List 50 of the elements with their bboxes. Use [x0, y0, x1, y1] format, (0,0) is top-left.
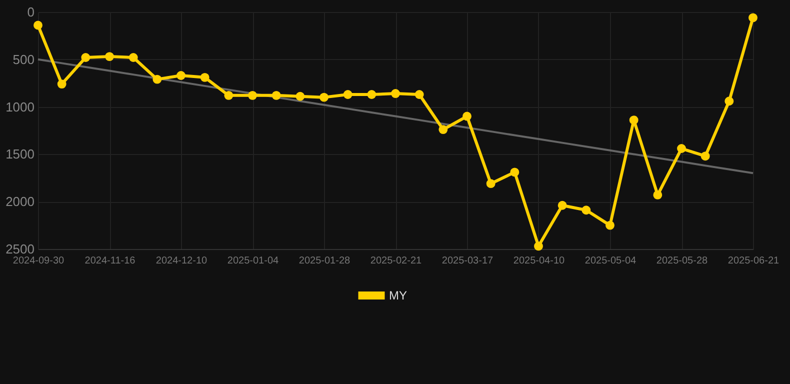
- point: [34, 20, 42, 30]
- point: [677, 144, 686, 153]
- point: [320, 92, 328, 102]
- point: [629, 116, 638, 125]
- point: [462, 112, 472, 121]
- point: [534, 242, 543, 251]
- point: [486, 179, 496, 188]
- x-tick-label: 2025-04-10: [513, 256, 566, 266]
- point: [296, 92, 305, 101]
- point: [152, 74, 162, 84]
- x-tick-label: 2024-11-16: [84, 256, 136, 266]
- point: [653, 190, 662, 200]
- point: [200, 72, 210, 82]
- point: [224, 90, 234, 100]
- x-tick-label: 2025-03-17: [442, 256, 494, 266]
- x-tick-label: 2025-01-04: [227, 256, 280, 266]
- point: [582, 206, 591, 215]
- point: [248, 90, 257, 100]
- point: [391, 89, 400, 98]
- y-tick-label: 0: [27, 4, 34, 20]
- x-tick-label: 2025-02-21: [370, 256, 422, 266]
- y-tick-label: 1000: [6, 99, 34, 114]
- x-tick-label: 2025-05-28: [656, 256, 708, 266]
- point: [128, 53, 138, 62]
- point: [272, 90, 281, 100]
- point: [81, 53, 90, 62]
- legend-label: MY: [389, 288, 407, 302]
- x-tick-label: 2025-01-28: [298, 256, 351, 266]
- y-tick-label: 2000: [6, 194, 34, 210]
- point: [510, 168, 520, 177]
- point: [606, 220, 614, 230]
- line-series: [37, 58, 754, 174]
- x-tick-label: 2024-12-10: [156, 256, 208, 266]
- point: [57, 80, 66, 89]
- point: [700, 152, 710, 161]
- point: [438, 125, 448, 134]
- point: [724, 96, 734, 106]
- point: [558, 200, 567, 210]
- y-tick-label: 2500: [6, 242, 34, 256]
- x-tick-label: 2024-09-30: [12, 256, 65, 266]
- point: [176, 71, 186, 80]
- x-tick-label: 2025-05-04: [584, 256, 637, 266]
- point: [105, 52, 114, 62]
- point: [367, 90, 376, 99]
- point: [343, 90, 352, 99]
- point: [748, 13, 758, 22]
- point: [414, 90, 424, 99]
- y-tick-label: 500: [12, 52, 34, 67]
- y-tick-label: 1500: [6, 146, 34, 162]
- x-tick-label: 2025-06-21: [728, 256, 780, 266]
